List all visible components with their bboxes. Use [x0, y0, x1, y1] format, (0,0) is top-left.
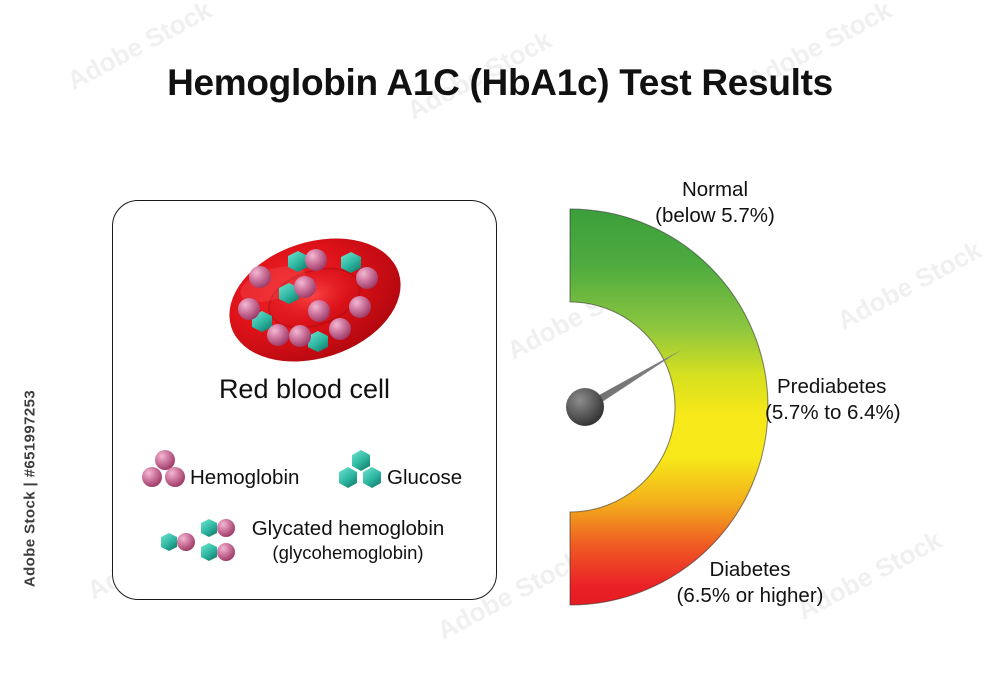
gauge-label-prediabetes-name: Prediabetes — [777, 375, 887, 398]
gauge-label-normal-range: (below 5.7%) — [655, 204, 775, 227]
gauge-needle — [566, 350, 681, 426]
gauge-label-diabetes: Diabetes (6.5% or higher) — [620, 557, 880, 609]
gauge-arc — [569, 208, 769, 606]
gauge-label-prediabetes: Prediabetes (5.7% to 6.4%) — [765, 374, 995, 426]
legend-glycated-hemoglobin-icon — [160, 519, 250, 567]
legend-glycated-sublabel: (glycohemoglobin) — [272, 542, 424, 563]
legend-glucose-label: Glucose — [387, 466, 463, 489]
red-blood-cell-illustration — [212, 232, 418, 368]
legend-glycated-label: Glycated hemoglobin — [251, 517, 445, 540]
glucose-molecule-icon — [252, 251, 361, 352]
hemoglobin-molecule-icon — [238, 249, 378, 347]
legend-hemoglobin-label: Hemoglobin — [190, 466, 300, 489]
page-title: Hemoglobin A1C (HbA1c) Test Results — [167, 62, 833, 103]
watermark-id: Adobe Stock | #651997253 — [21, 389, 39, 588]
red-blood-cell-label: Red blood cell — [218, 374, 391, 404]
gauge-label-diabetes-range: (6.5% or higher) — [676, 584, 824, 607]
gauge-label-normal-name: Normal — [681, 178, 749, 201]
legend-glucose-icon — [336, 449, 388, 489]
gauge-label-diabetes-name: Diabetes — [709, 558, 791, 581]
legend-hemoglobin-icon — [140, 449, 192, 489]
gauge-label-normal: Normal (below 5.7%) — [600, 177, 830, 229]
watermark-tile: Adobe Stock — [832, 234, 987, 336]
hba1c-gauge — [370, 200, 780, 615]
gauge-label-prediabetes-range: (5.7% to 6.4%) — [765, 401, 901, 424]
